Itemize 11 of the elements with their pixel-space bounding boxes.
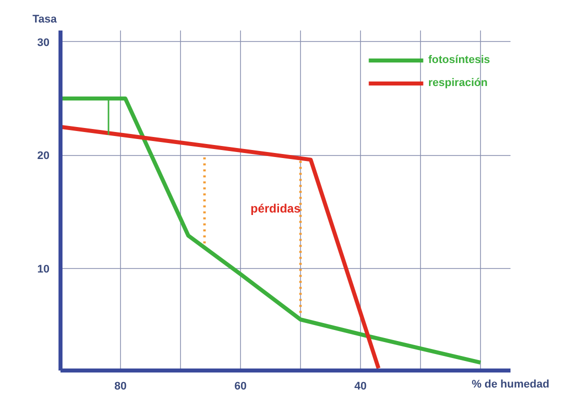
y-tick-label: 20 bbox=[37, 150, 50, 162]
annotation: pérdidas bbox=[250, 202, 301, 216]
y-axis-title: Tasa bbox=[32, 14, 58, 26]
x-tick-label: 80 bbox=[114, 380, 127, 392]
legend-label: respiración bbox=[428, 77, 488, 89]
x-tick-label: 60 bbox=[234, 380, 247, 392]
x-tick-label: 40 bbox=[354, 380, 367, 392]
legend-label: fotosíntesis bbox=[428, 54, 490, 66]
y-tick-label: 10 bbox=[37, 264, 50, 276]
y-tick-label: 30 bbox=[37, 36, 50, 49]
x-axis-title: % de humedad bbox=[472, 378, 550, 390]
